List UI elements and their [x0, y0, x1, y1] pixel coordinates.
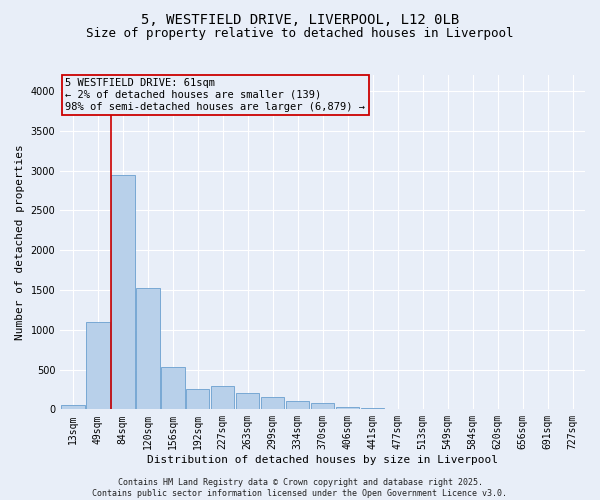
- Bar: [186, 390, 209, 409]
- Bar: [286, 402, 310, 409]
- X-axis label: Distribution of detached houses by size in Liverpool: Distribution of detached houses by size …: [147, 455, 498, 465]
- Text: 5 WESTFIELD DRIVE: 61sqm
← 2% of detached houses are smaller (139)
98% of semi-d: 5 WESTFIELD DRIVE: 61sqm ← 2% of detache…: [65, 78, 365, 112]
- Text: 5, WESTFIELD DRIVE, LIVERPOOL, L12 0LB: 5, WESTFIELD DRIVE, LIVERPOOL, L12 0LB: [141, 12, 459, 26]
- Text: Size of property relative to detached houses in Liverpool: Size of property relative to detached ho…: [86, 28, 514, 40]
- Text: Contains HM Land Registry data © Crown copyright and database right 2025.
Contai: Contains HM Land Registry data © Crown c…: [92, 478, 508, 498]
- Bar: [236, 394, 259, 409]
- Bar: [361, 408, 385, 410]
- Bar: [311, 403, 334, 409]
- Bar: [336, 407, 359, 410]
- Bar: [211, 386, 235, 409]
- Bar: [86, 322, 110, 410]
- Bar: [111, 174, 134, 410]
- Bar: [61, 406, 85, 409]
- Bar: [261, 397, 284, 409]
- Bar: [136, 288, 160, 410]
- Bar: [386, 408, 409, 410]
- Bar: [161, 367, 185, 410]
- Y-axis label: Number of detached properties: Number of detached properties: [15, 144, 25, 340]
